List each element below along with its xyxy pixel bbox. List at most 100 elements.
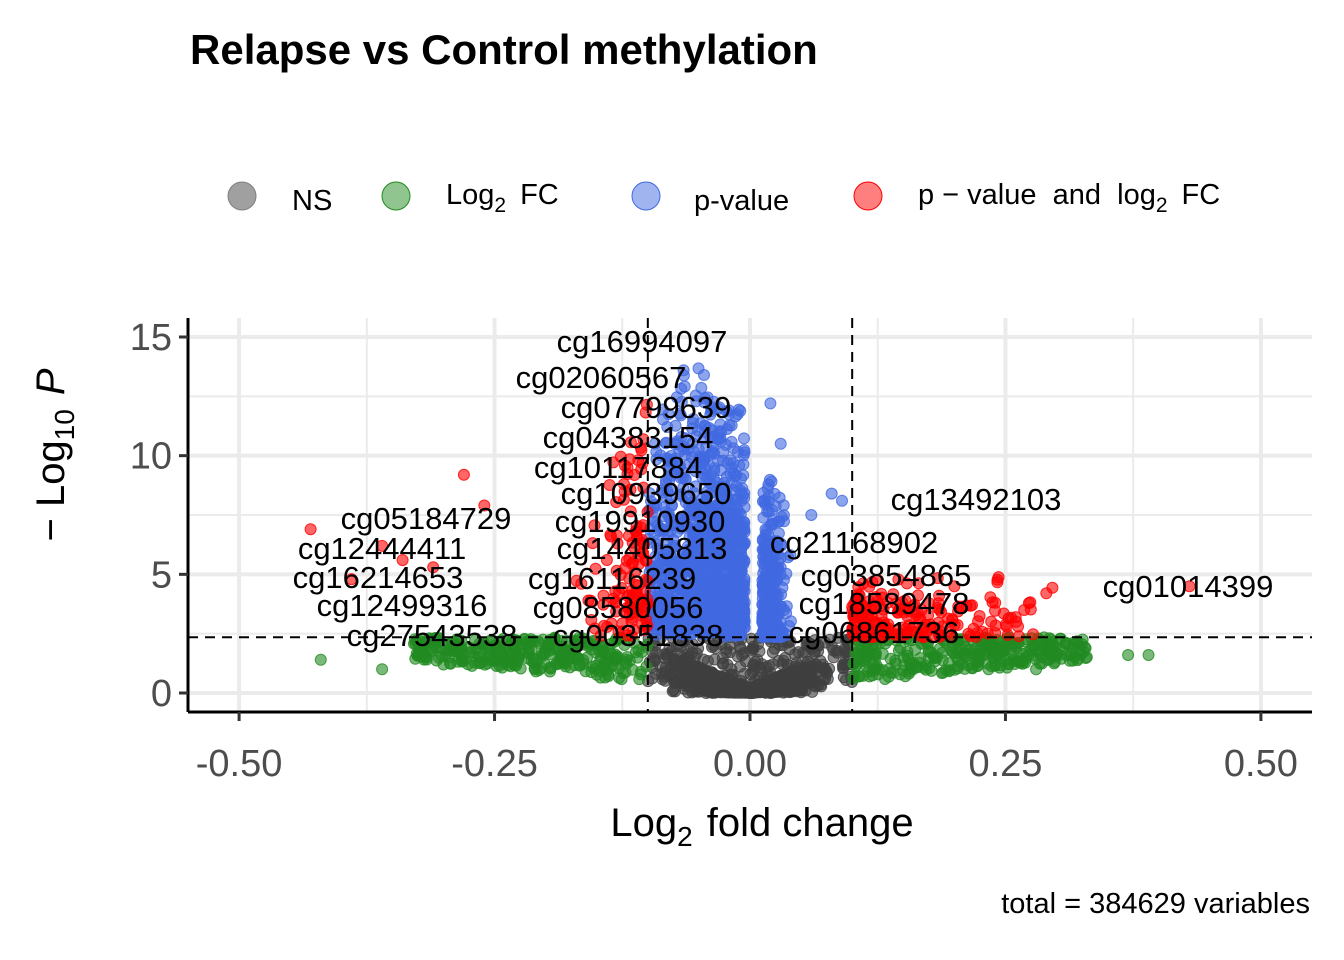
log2fc-point: [483, 650, 496, 663]
pvalue-point: [731, 446, 744, 458]
point-label: cg21168902: [770, 525, 938, 560]
ns-point: [772, 655, 785, 667]
y-tick-label: 10: [130, 436, 172, 478]
ns-point: [817, 674, 830, 687]
x-tick-label: -0.50: [196, 743, 283, 785]
pvalue-and-log2fc-point: [457, 468, 470, 481]
log2fc-point: [1070, 635, 1083, 648]
log2fc-point: [931, 651, 944, 664]
y-axis-title: − Log10P: [29, 368, 80, 541]
log2fc-point: [615, 673, 628, 686]
pvalue-point: [699, 577, 712, 590]
pvalue-and-log2fc-point: [991, 576, 1004, 589]
ns-point: [706, 641, 718, 653]
log2fc-point: [528, 662, 541, 675]
log2fc-points: [314, 631, 1155, 686]
log2fc-point: [1045, 646, 1058, 658]
pvalue-point: [725, 435, 738, 448]
pvalue-point: [712, 428, 725, 441]
pvalue-point: [738, 536, 751, 549]
log2fc-point: [562, 652, 575, 665]
ns-point: [670, 663, 683, 676]
pvalue-and-log2fc-point: [1009, 611, 1022, 624]
log2fc-point: [634, 668, 647, 681]
log2fc-point: [474, 657, 487, 670]
ns-point: [736, 649, 748, 662]
x-axis-title: Log2 fold change: [610, 801, 913, 852]
point-label: cg01014399: [1103, 569, 1274, 604]
ns-point: [758, 672, 771, 685]
log2fc-point: [982, 663, 995, 676]
ns-point: [806, 662, 819, 675]
log2fc-point: [1031, 645, 1044, 658]
pvalue-and-log2fc-point: [997, 607, 1010, 620]
pvalue-point: [766, 579, 779, 592]
ns-point: [786, 681, 799, 694]
x-tick-label: 0.50: [1224, 743, 1298, 785]
legend-key-pvalue-and-log2fc: [853, 181, 883, 211]
log2fc-point: [631, 651, 644, 664]
ns-point: [812, 639, 825, 652]
caption: total = 384629 variables: [1001, 888, 1310, 920]
ns-point: [788, 669, 801, 682]
ns-point: [695, 662, 707, 675]
pvalue-point: [722, 624, 735, 637]
ns-point: [836, 659, 849, 671]
legend-key-log2fc: [381, 181, 411, 211]
legend-key-ns: [227, 181, 257, 211]
legend-label-log2fc: Log2 FC: [446, 179, 559, 217]
pvalue-and-log2fc-point: [985, 615, 998, 628]
y-tick-label: 15: [130, 317, 172, 359]
pvalue-point: [773, 621, 786, 633]
ns-point: [754, 661, 766, 674]
pvalue-point: [720, 591, 733, 604]
ns-point: [683, 656, 696, 669]
pvalue-points: [642, 362, 848, 643]
log2fc-point: [533, 637, 546, 649]
log2fc-point: [539, 647, 552, 660]
pvalue-point: [756, 495, 769, 508]
log2fc-point: [984, 637, 997, 650]
log2fc-point: [582, 640, 595, 653]
ns-point: [747, 682, 760, 695]
ns-point: [659, 674, 672, 687]
pvalue-point: [774, 437, 787, 450]
pvalue-point: [736, 605, 749, 618]
log2fc-point: [598, 656, 611, 669]
log2fc-point: [640, 640, 653, 653]
log2fc-point: [569, 634, 582, 647]
ns-point: [715, 680, 728, 693]
log2fc-point: [522, 647, 535, 660]
log2fc-point: [594, 671, 607, 684]
log2fc-point: [314, 653, 327, 666]
log2fc-point: [862, 647, 874, 659]
pvalue-point: [731, 494, 744, 507]
pvalue-point: [764, 397, 777, 410]
pvalue-point: [836, 494, 848, 507]
pvalue-point: [758, 620, 771, 633]
pvalue-and-log2fc-point: [989, 596, 1002, 609]
ns-point: [733, 680, 746, 693]
ns-point: [716, 652, 729, 664]
log2fc-point: [959, 650, 972, 663]
pvalue-and-log2fc-point: [1040, 587, 1053, 600]
log2fc-point: [413, 635, 426, 648]
pvalue-point: [735, 472, 747, 485]
ns-point: [725, 668, 738, 681]
pvalue-point: [759, 607, 772, 620]
pvalue-and-log2fc-point: [1000, 620, 1013, 633]
pvalue-point: [713, 578, 726, 590]
pvalue-point: [734, 405, 747, 417]
pvalue-point: [757, 511, 770, 524]
x-tick-label: 0.00: [713, 743, 787, 785]
legend-label-ns: NS: [292, 185, 332, 217]
ns-point: [693, 672, 706, 685]
pvalue-and-log2fc-point: [973, 610, 986, 622]
x-tick-label: -0.25: [451, 743, 538, 785]
ns-point: [779, 674, 791, 687]
log2fc-point: [1079, 652, 1092, 664]
log2fc-point: [419, 650, 432, 663]
pvalue-point: [805, 509, 818, 521]
ns-point: [675, 675, 688, 688]
